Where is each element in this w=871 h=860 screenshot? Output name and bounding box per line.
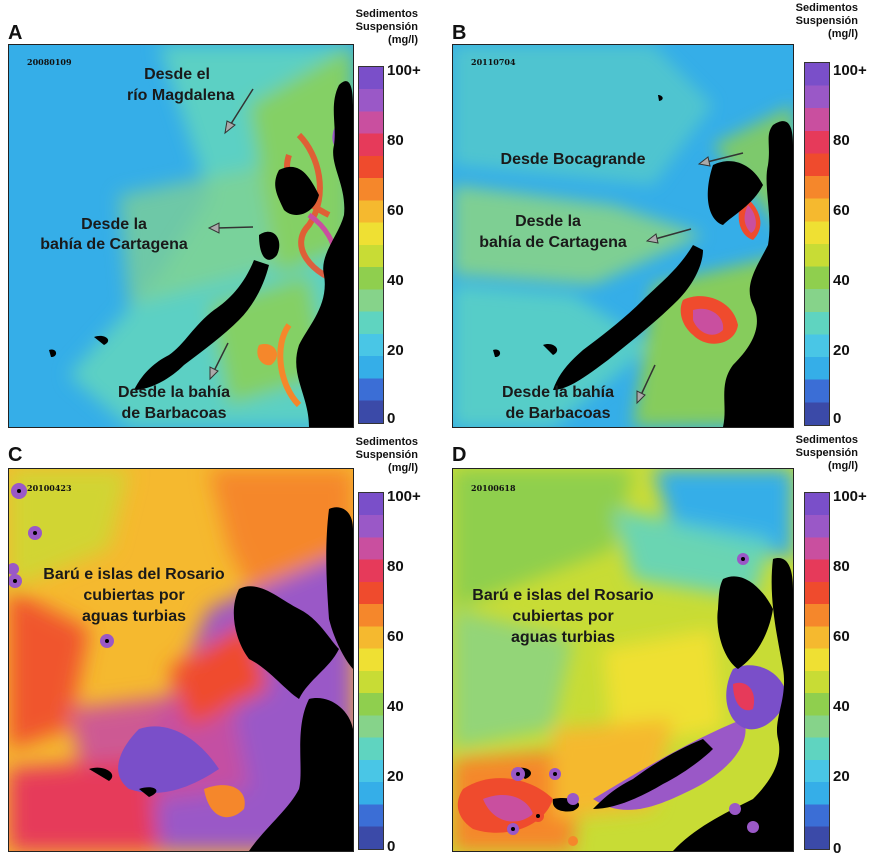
panel-a: A 20080109 Desd [0, 0, 435, 430]
annotation-line: cubiertas por [512, 608, 614, 625]
sediment-map: 20100618 Barú e islas del Rosario cubier… [452, 468, 794, 852]
annotation-line: bahía de Cartagena [40, 236, 188, 253]
scale-title: Sedimentos Suspensión (mg/l) [758, 434, 858, 473]
annotation-line: bahía de Cartagena [479, 234, 627, 251]
scale-tick: 100+ [387, 488, 421, 505]
scale-tick: 100+ [833, 488, 867, 505]
scale-tick: 100+ [833, 62, 867, 79]
scale-tick: 40 [387, 272, 404, 289]
annotation-line: Desde la bahía [501, 384, 615, 401]
scale-tick: 20 [387, 768, 404, 785]
scale-title: Sedimentos Suspensión (mg/l) [318, 436, 418, 475]
scale-title-line: (mg/l) [828, 460, 858, 472]
scale-tick: 60 [833, 202, 850, 219]
annotation-line: aguas turbias [510, 629, 616, 646]
scale-title-line: Sedimentos [795, 2, 858, 14]
panel-c: C [0, 430, 435, 860]
arrow-icon [636, 364, 656, 405]
scale-title-line: Sedimentos [355, 8, 418, 20]
arrow-icon [697, 152, 744, 167]
scale-title-line: Suspensión [355, 449, 418, 461]
sediment-map: 20100423 Barú e islas del Rosario cubier… [8, 468, 354, 852]
panel-letter: C [8, 444, 23, 466]
annotation-line: aguas turbias [81, 608, 187, 625]
scale-title-line: Sedimentos [355, 436, 418, 448]
scale-tick: 80 [833, 132, 850, 149]
scale-tick: 100+ [387, 62, 421, 79]
color-scale-bar [804, 492, 830, 850]
scale-tick: 20 [833, 768, 850, 785]
scale-tick: 0 [833, 840, 842, 857]
annotation-line: de Barbacoas [121, 405, 227, 422]
scale-title-line: Suspensión [795, 15, 858, 27]
scale-title-line: Suspensión [795, 447, 858, 459]
scale-tick: 60 [387, 628, 404, 645]
scale-tick: 40 [387, 698, 404, 715]
date-code: 20080109 [27, 57, 72, 67]
date-code: 20110704 [471, 57, 516, 67]
scale-title-line: Sedimentos [795, 434, 858, 446]
scale-tick: 80 [387, 558, 404, 575]
arrow-icon [209, 342, 229, 381]
scale-title-line: (mg/l) [828, 28, 858, 40]
scale-tick: 40 [833, 698, 850, 715]
arrow-icon [224, 88, 254, 135]
scale-title-line: Suspensión [355, 21, 418, 33]
date-code: 20100423 [27, 483, 72, 493]
sediment-map: 20080109 Desde el río Magdalena Desde la… [8, 44, 354, 428]
scale-tick: 0 [833, 410, 842, 427]
sediment-map: 20110704 Desde Bocagrande Desde la bahía… [452, 44, 794, 428]
annotation-line: Desde Bocagrande [500, 151, 646, 168]
annotation-line: Desde el [144, 66, 210, 83]
arrow-icon [207, 222, 254, 234]
scale-title: Sedimentos Suspensión (mg/l) [758, 2, 858, 41]
annotation-line: río Magdalena [127, 87, 235, 104]
annotation-line: cubiertas por [83, 587, 185, 604]
date-code: 20100618 [471, 483, 516, 493]
panel-d: D [440, 430, 871, 860]
color-scale-bar [804, 62, 830, 426]
panel-b: B 20110704 De [440, 0, 871, 430]
scale-tick: 60 [387, 202, 404, 219]
annotation-line: Barú e islas del Rosario [472, 587, 654, 604]
scale-tick: 80 [833, 558, 850, 575]
scale-title-line: (mg/l) [388, 462, 418, 474]
scale-tick: 60 [833, 628, 850, 645]
scale-tick: 80 [387, 132, 404, 149]
scale-tick: 20 [833, 342, 850, 359]
panel-letter: B [452, 22, 467, 44]
panel-letter: D [452, 444, 467, 466]
annotation-line: Desde la [515, 213, 581, 230]
color-scale-bar [358, 66, 384, 424]
scale-tick: 0 [387, 410, 396, 427]
color-scale-bar [358, 492, 384, 850]
scale-title: Sedimentos Suspensión (mg/l) [318, 8, 418, 47]
annotation-line: Barú e islas del Rosario [43, 566, 225, 583]
scale-tick: 0 [387, 838, 396, 855]
annotation-line: de Barbacoas [505, 405, 611, 422]
panel-letter: A [8, 22, 23, 44]
annotation-line: Desde la bahía [117, 384, 231, 401]
scale-title-line: (mg/l) [388, 34, 418, 46]
annotation-line: Desde la [81, 216, 147, 233]
scale-tick: 20 [387, 342, 404, 359]
arrow-icon [645, 228, 692, 244]
scale-tick: 40 [833, 272, 850, 289]
